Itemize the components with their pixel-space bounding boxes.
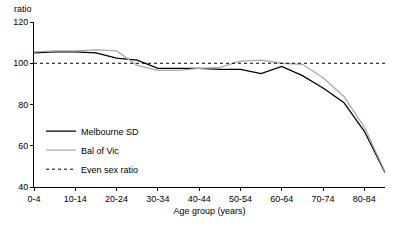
- svg-text:120: 120: [13, 17, 28, 27]
- svg-text:Bal of Vic: Bal of Vic: [81, 146, 119, 156]
- svg-text:100: 100: [13, 58, 28, 68]
- svg-text:30-34: 30-34: [146, 194, 169, 204]
- svg-text:70-74: 70-74: [312, 194, 335, 204]
- svg-text:0-4: 0-4: [27, 194, 40, 204]
- svg-text:Even sex ratio: Even sex ratio: [81, 165, 138, 175]
- svg-text:60-64: 60-64: [270, 194, 293, 204]
- svg-text:40-44: 40-44: [188, 194, 211, 204]
- svg-text:40: 40: [18, 182, 28, 192]
- svg-text:10-14: 10-14: [64, 194, 87, 204]
- svg-text:Age group (years): Age group (years): [173, 206, 245, 216]
- svg-text:60: 60: [18, 141, 28, 151]
- svg-text:80-84: 80-84: [353, 194, 376, 204]
- svg-text:80: 80: [18, 100, 28, 110]
- svg-text:Melbourne SD: Melbourne SD: [81, 127, 139, 137]
- svg-text:20-24: 20-24: [105, 194, 128, 204]
- svg-text:50-54: 50-54: [229, 194, 252, 204]
- svg-text:ratio: ratio: [14, 4, 32, 14]
